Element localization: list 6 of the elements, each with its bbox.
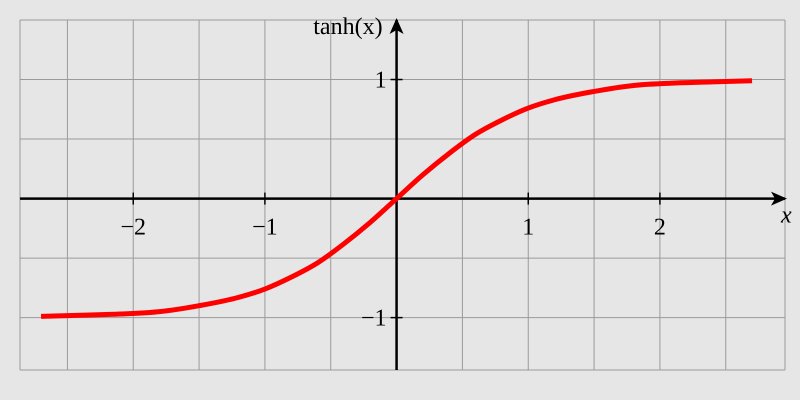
y-axis-title: tanh(x) [313,14,383,40]
x-tick-label: 2 [654,214,666,241]
x-tick-label: 1 [522,214,534,241]
x-tick-label: −2 [120,214,146,241]
x-axis-title: x [780,202,792,229]
x-tick-label: −1 [252,214,278,241]
